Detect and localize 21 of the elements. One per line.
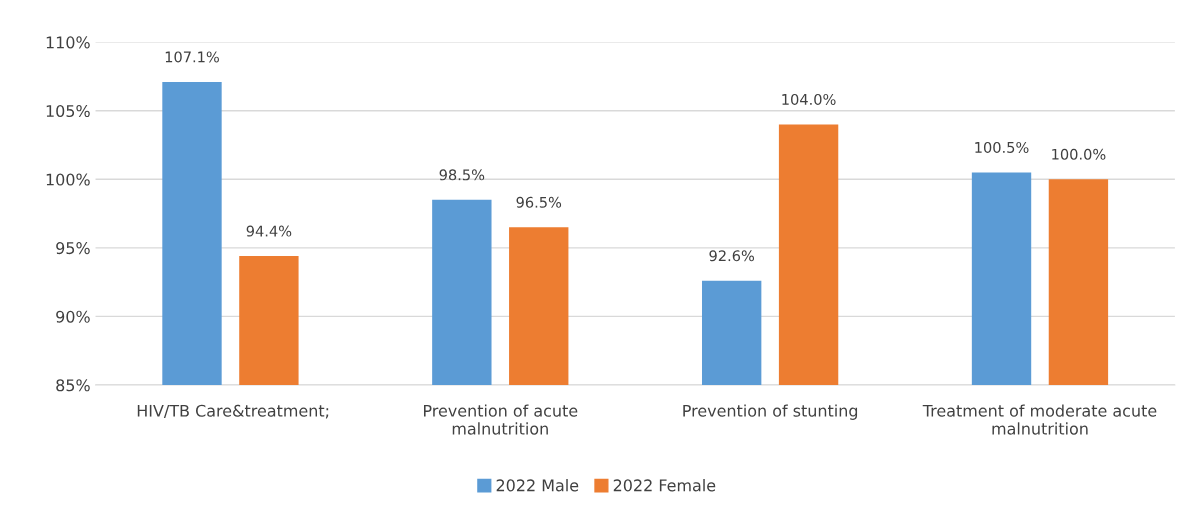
data-label: 107.1% bbox=[165, 51, 219, 63]
y-tick-label: 90% bbox=[56, 310, 90, 323]
data-label: 104.0% bbox=[782, 93, 836, 105]
x-tick-label: Prevention of acute malnutrition bbox=[424, 404, 578, 435]
y-tick-label: 95% bbox=[56, 242, 90, 255]
data-label: 100.5% bbox=[975, 141, 1029, 153]
data-label: 100.0% bbox=[1052, 148, 1106, 160]
legend-label: 2022 Male bbox=[496, 479, 579, 492]
data-label: 96.5% bbox=[516, 196, 562, 208]
y-tick-label: 105% bbox=[46, 104, 90, 118]
y-tick-label: 110% bbox=[46, 36, 90, 49]
x-tick-label: Prevention of stunting bbox=[683, 404, 858, 420]
legend-label: 2022 Female bbox=[613, 479, 716, 492]
y-tick-label: 100% bbox=[46, 173, 90, 186]
x-tick-label: Treatment of moderate acute malnutrition bbox=[922, 404, 1157, 435]
data-label: 92.6% bbox=[709, 250, 755, 262]
data-label: 94.4% bbox=[246, 225, 292, 237]
text: ; bbox=[325, 408, 329, 419]
y-tick-label: 85% bbox=[56, 379, 90, 392]
data-label: 98.5% bbox=[439, 169, 485, 181]
x-tick-label: HIV/TB Care&treatment bbox=[137, 404, 325, 419]
